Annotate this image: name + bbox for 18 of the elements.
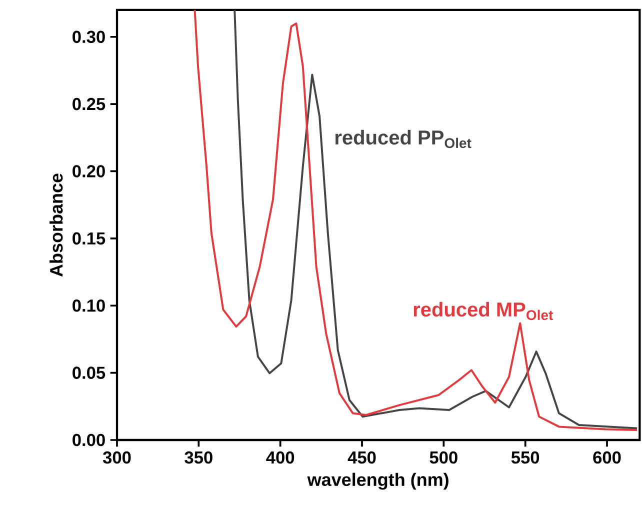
y-tick-label: 0.10	[72, 299, 105, 312]
y-tick-label: 0.25	[72, 98, 106, 110]
x-tick-label: 500	[430, 451, 458, 464]
x-axis-title: wavelength (nm)	[307, 472, 448, 490]
x-tick-label: 300	[102, 451, 131, 464]
x-tick-label: 350	[184, 451, 212, 464]
series-label: reduced PP$_{Olet}$	[335, 130, 472, 148]
x-tick-label: 600	[593, 451, 621, 464]
x-tick-label: 450	[348, 451, 376, 464]
y-tick-label: 0.00	[72, 434, 105, 446]
y-tick-label: 0.15	[72, 232, 106, 245]
y-axis-title: Absorbance	[50, 174, 63, 277]
y-tick-label: 0.30	[72, 30, 105, 44]
y-tick-label: 0.05	[72, 366, 106, 379]
series-label: reduced MP$_{Olet}$	[414, 302, 553, 320]
x-tick-label: 550	[511, 451, 540, 464]
y-tick-label: 0.20	[72, 165, 105, 178]
x-tick-label: 400	[266, 451, 294, 464]
